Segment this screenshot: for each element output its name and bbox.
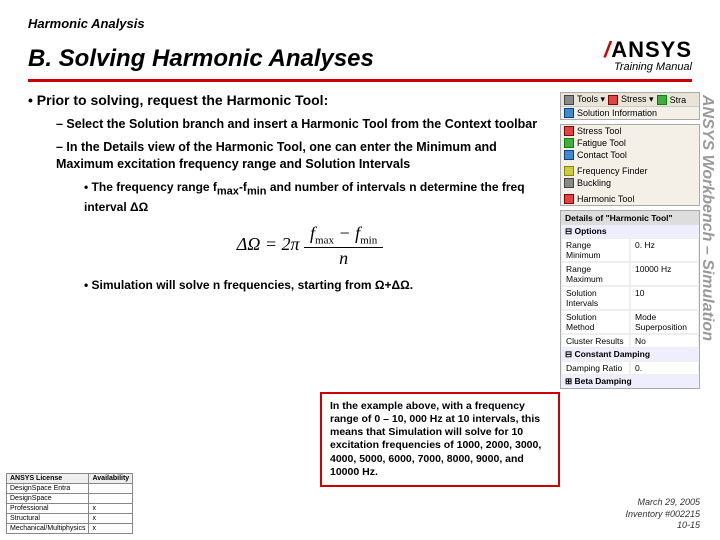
details-row: Damping Ratio0. [561,361,699,375]
details-row: Range Minimum0. Hz [561,238,699,262]
license-table: ANSYS LicenseAvailability DesignSpace En… [6,473,133,534]
solution-info[interactable]: Solution Information [577,108,657,118]
screenshot-panels: Tools ▾ Stress ▾ Stra Solution Informati… [560,92,720,389]
vertical-sidebar-text: ANSYS Workbench – Simulation [698,95,718,475]
details-sec-options: ⊟ Options [561,225,699,238]
stress-icon [608,95,618,105]
toolbar-panel: Tools ▾ Stress ▾ Stra Solution Informati… [560,92,700,120]
manual-label: Training Manual [604,61,692,73]
tree-item[interactable]: Buckling [561,177,699,189]
details-title: Details of "Harmonic Tool" [561,211,699,225]
details-row: Solution MethodMode Superposition [561,310,699,334]
tree-panel: Stress ToolFatigue ToolContact Tool Frequ… [560,124,700,206]
strain-icon [657,95,667,105]
bullet-l3b: • Simulation will solve n frequencies, s… [84,277,552,293]
strain-menu[interactable]: Stra [670,95,687,105]
footer-page: 10-15 [625,520,700,532]
tree-item[interactable]: Frequency Finder [561,165,699,177]
page-title: B. Solving Harmonic Analyses [28,45,374,73]
lic-row: Professionalx [7,504,133,514]
tree-item-icon [564,178,574,188]
details-row: Cluster ResultsNo [561,334,699,348]
lic-row: Structuralx [7,514,133,524]
bullet-l2b: – In the Details view of the Harmonic To… [56,139,552,173]
tree-item[interactable]: Contact Tool [561,149,699,161]
lic-row: Mechanical/Multiphysicsx [7,524,133,534]
details-panel: Details of "Harmonic Tool" ⊟ Options Ran… [560,210,700,389]
bullet-l3a: • The frequency range fmax-fmin and numb… [84,179,552,215]
details-row: Range Maximum10000 Hz [561,262,699,286]
tree-item-icon [564,126,574,136]
tree-item-icon [564,194,574,204]
info-icon [564,108,574,118]
lic-row: DesignSpace Entra [7,484,133,494]
tree-item-icon [564,150,574,160]
formula: ΔΩ = 2π fmax − fmin n [68,223,552,269]
ansys-logo: /ANSYS [604,37,692,63]
footer: March 29, 2005 Inventory #002215 10-15 [625,497,700,532]
tree-item[interactable]: Fatigue Tool [561,137,699,149]
tools-menu[interactable]: Tools ▾ [577,94,605,105]
breadcrumb: Harmonic Analysis [28,16,692,31]
tree-item[interactable]: Harmonic Tool [561,193,699,205]
lic-header: ANSYS License [7,474,89,484]
details-sec-damping: ⊟ Constant Damping [561,348,699,361]
footer-inventory: Inventory #002215 [625,509,700,521]
tools-icon [564,95,574,105]
stress-menu[interactable]: Stress ▾ [621,94,654,105]
example-box: In the example above, with a frequency r… [320,392,560,487]
footer-date: March 29, 2005 [625,497,700,509]
main-content: • Prior to solving, request the Harmonic… [28,92,560,389]
tree-item-icon [564,138,574,148]
tree-item[interactable]: Stress Tool [561,125,699,137]
lic-row: DesignSpace [7,494,133,504]
logo-area: /ANSYS Training Manual [604,37,692,73]
tree-item-icon [564,166,574,176]
details-sec-beta: ⊞ Beta Damping [561,375,699,388]
bullet-l2a: – Select the Solution branch and insert … [56,116,552,133]
bullet-l1: • Prior to solving, request the Harmonic… [28,92,552,108]
lic-header: Availability [89,474,133,484]
details-row: Solution Intervals10 [561,286,699,310]
